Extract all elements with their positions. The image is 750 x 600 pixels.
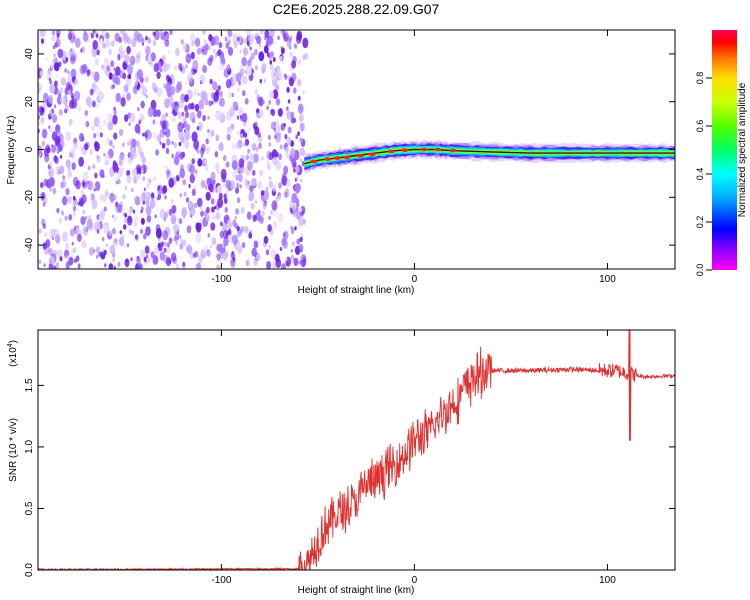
- colorbar-ticks: 0.0 0.2 0.4 0.6 0.8: [695, 72, 712, 277]
- snr-scale-note: (x104): [7, 340, 19, 367]
- snr-xlabel: Height of straight line (km): [298, 585, 415, 596]
- colorbar-tick-label: 0.0: [695, 264, 705, 277]
- y-tick-label: 0: [24, 146, 35, 152]
- colorbar: 0.0 0.2 0.4 0.6 0.8 Normalized spectral ampl…: [695, 30, 748, 276]
- x-tick-label: 100: [599, 274, 616, 285]
- figure-title: C2E6.2025.288.22.09.G07: [273, 1, 440, 17]
- snr-scale-exp: 4: [7, 343, 14, 347]
- spectrogram-xlabel: Height of straight line (km): [298, 285, 415, 296]
- y-tick-label: 1.5: [24, 378, 35, 392]
- signal-trace: [304, 139, 675, 174]
- snr-axes: -100 0 100 0.0 0.5 1.0 1.5: [24, 330, 675, 586]
- snr-frame: [37, 329, 676, 571]
- colorbar-label: Normalized spectral amplitude: [737, 82, 748, 217]
- colorbar-gradient: [712, 30, 737, 270]
- x-tick-label: -100: [211, 274, 231, 285]
- snr-scale-prefix: (x10: [8, 347, 19, 367]
- x-tick-label: 0: [412, 274, 418, 285]
- snr-ylabel: SNR (10 * v/v): [8, 418, 19, 482]
- y-tick-label: 1.0: [24, 440, 35, 454]
- snr-panel: -100 0 100 0.0 0.5 1.0 1.5 Height of straight …: [7, 329, 676, 596]
- y-tick-label: 0.5: [24, 501, 35, 515]
- noise-speckle: [38, 30, 309, 269]
- y-tick-label: 40: [24, 48, 35, 60]
- spectrogram-panel: -100 0 100 -40 -20 0 20 40 Height of straight l…: [6, 29, 676, 296]
- spectrogram-marks: [38, 30, 675, 269]
- y-tick-label: 0.0: [24, 563, 35, 577]
- y-tick-label: 20: [24, 96, 35, 108]
- y-tick-label: -20: [24, 190, 35, 205]
- svg-text:(x104): (x104): [7, 340, 19, 367]
- snr-marks: [38, 330, 675, 570]
- x-tick-label: 100: [599, 575, 616, 586]
- snr-series-line: [38, 330, 675, 570]
- colorbar-tick-label: 0.4: [695, 168, 705, 181]
- colorbar-tick-label: 0.8: [695, 72, 705, 85]
- x-tick-label: 0: [412, 575, 418, 586]
- y-tick-label: -40: [24, 237, 35, 252]
- spectrogram-ylabel: Frequency (Hz): [6, 116, 17, 185]
- colorbar-tick-label: 0.6: [695, 120, 705, 133]
- x-tick-label: -100: [211, 575, 231, 586]
- colorbar-tick-label: 0.2: [695, 216, 705, 229]
- spectrogram-axes: -100 0 100 -40 -20 0 20 40: [24, 30, 675, 285]
